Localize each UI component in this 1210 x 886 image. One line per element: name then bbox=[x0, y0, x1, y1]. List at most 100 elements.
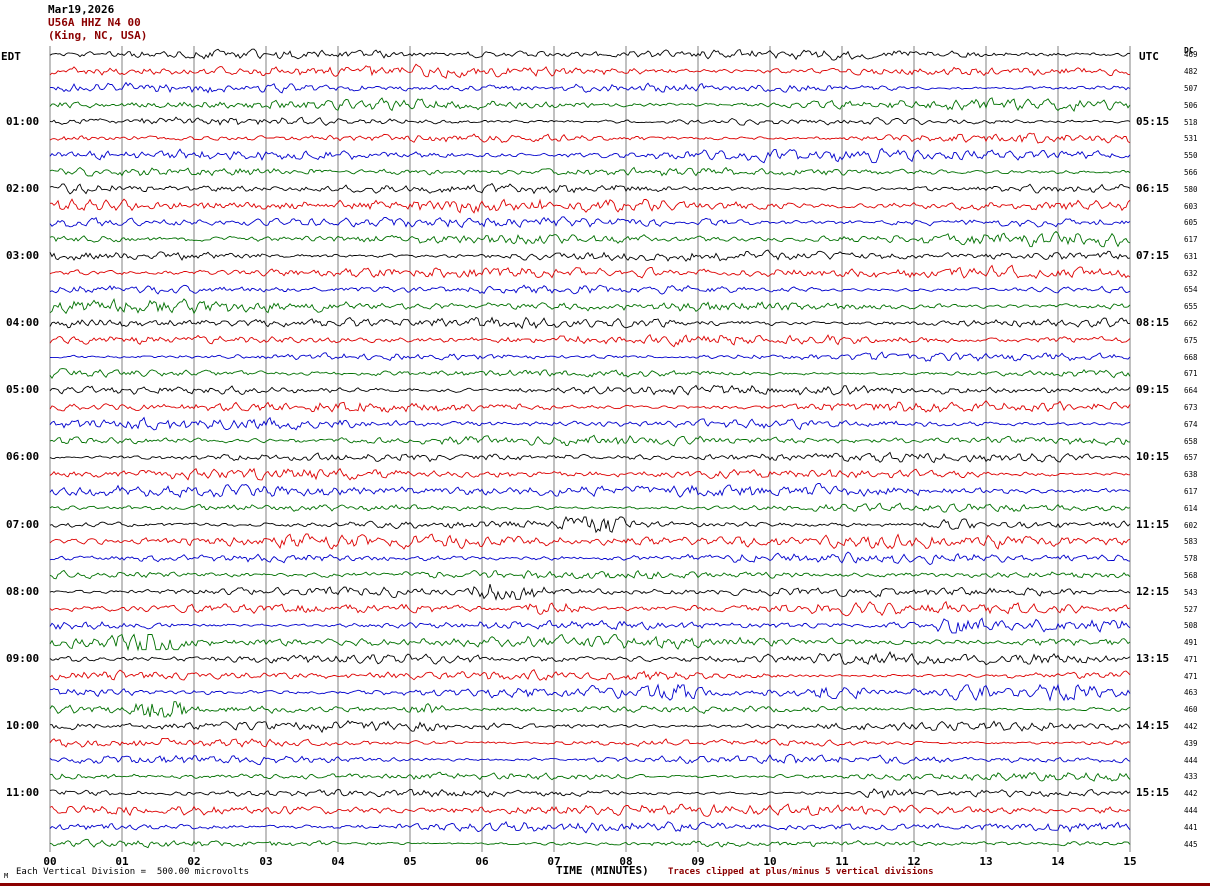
seismo-trace-row-39 bbox=[49, 701, 1131, 718]
minute-tick-label: 01 bbox=[115, 855, 129, 868]
dc-value: 580 bbox=[1184, 184, 1198, 194]
dc-value: 655 bbox=[1184, 302, 1198, 312]
dc-value: 657 bbox=[1184, 453, 1198, 463]
edt-hour-label: 03:00 bbox=[6, 248, 40, 262]
dc-axis-title: DC bbox=[1184, 46, 1194, 55]
dc-value: 531 bbox=[1184, 134, 1198, 144]
seismo-trace-row-43 bbox=[49, 771, 1131, 782]
utc-hour-label: 12:15 bbox=[1136, 584, 1170, 598]
utc-hour-label: 07:15 bbox=[1136, 248, 1170, 262]
minute-tick-label: 06 bbox=[475, 855, 489, 868]
utc-hour-label: 05:15 bbox=[1136, 114, 1170, 128]
seismo-trace-row-34 bbox=[49, 617, 1131, 634]
dc-value: 441 bbox=[1184, 822, 1198, 832]
dc-value: 550 bbox=[1184, 151, 1198, 161]
minute-tick-label: 15 bbox=[1123, 855, 1137, 868]
seismo-trace-row-35 bbox=[49, 633, 1131, 652]
dc-value: 506 bbox=[1184, 100, 1198, 110]
minute-tick-label: 00 bbox=[43, 855, 57, 868]
seismo-trace-row-30 bbox=[49, 551, 1131, 566]
seismo-trace-row-3 bbox=[49, 97, 1131, 112]
seismo-trace-row-41 bbox=[49, 737, 1131, 748]
dc-value: 566 bbox=[1184, 167, 1198, 177]
scale-note: Each Vertical Division = 500.00 microvol… bbox=[16, 867, 249, 877]
corner-mark: M bbox=[4, 872, 9, 880]
seismo-trace-row-13 bbox=[49, 264, 1131, 279]
seismo-trace-row-38 bbox=[49, 683, 1131, 702]
dc-value: 654 bbox=[1184, 285, 1198, 295]
seismo-trace-row-15 bbox=[49, 297, 1131, 315]
seismo-trace-row-42 bbox=[49, 753, 1131, 766]
minute-tick-label: 09 bbox=[691, 855, 705, 868]
seismo-trace-row-12 bbox=[49, 249, 1131, 262]
minute-tick-label: 02 bbox=[187, 855, 201, 868]
dc-value: 605 bbox=[1184, 218, 1198, 228]
dc-value: 471 bbox=[1184, 654, 1198, 664]
seismo-trace-row-26 bbox=[49, 482, 1131, 499]
seismo-trace-row-25 bbox=[49, 467, 1131, 481]
seismo-trace-row-46 bbox=[49, 821, 1131, 834]
dc-value: 518 bbox=[1184, 117, 1198, 127]
dc-value: 632 bbox=[1184, 268, 1198, 278]
utc-hour-label: 09:15 bbox=[1136, 383, 1170, 397]
seismo-trace-row-40 bbox=[49, 720, 1131, 734]
seismo-trace-row-27 bbox=[49, 502, 1131, 513]
edt-hour-label: 02:00 bbox=[6, 181, 40, 195]
seismo-trace-row-37 bbox=[49, 669, 1131, 681]
title-location: (King, NC, USA) bbox=[48, 29, 148, 42]
edt-hour-label: 04:00 bbox=[6, 316, 40, 330]
utc-hour-label: 08:15 bbox=[1136, 316, 1170, 330]
dc-value: 583 bbox=[1184, 537, 1198, 547]
seismo-trace-row-1 bbox=[49, 63, 1131, 79]
dc-value: 463 bbox=[1184, 688, 1198, 698]
dc-value: 460 bbox=[1184, 705, 1198, 715]
seismo-trace-row-7 bbox=[49, 166, 1131, 177]
dc-value: 568 bbox=[1184, 570, 1198, 580]
utc-hour-label: 10:15 bbox=[1136, 450, 1170, 464]
dc-value: 603 bbox=[1184, 201, 1198, 211]
dc-value: 673 bbox=[1184, 403, 1198, 413]
seismo-trace-row-10 bbox=[49, 216, 1131, 229]
seismo-trace-row-21 bbox=[49, 400, 1131, 413]
title-station: U56A HHZ N4 00 bbox=[48, 16, 141, 29]
dc-value: 675 bbox=[1184, 335, 1198, 345]
edt-hour-label: 11:00 bbox=[6, 786, 40, 800]
x-axis-label: TIME (MINUTES) bbox=[556, 864, 649, 877]
seismo-trace-row-18 bbox=[49, 351, 1131, 362]
dc-value: 671 bbox=[1184, 369, 1198, 379]
dc-value: 439 bbox=[1184, 738, 1198, 748]
clip-note: Traces clipped at plus/minus 5 vertical … bbox=[668, 867, 934, 877]
dc-value: 444 bbox=[1184, 755, 1198, 765]
minute-tick-label: 10 bbox=[763, 855, 777, 868]
seismo-trace-row-14 bbox=[49, 284, 1131, 295]
edt-hour-label: 08:00 bbox=[6, 584, 40, 598]
minute-tick-label: 05 bbox=[403, 855, 417, 868]
dc-value: 469 bbox=[1184, 50, 1198, 60]
utc-hour-label: 14:15 bbox=[1136, 719, 1170, 733]
seismo-trace-row-0 bbox=[49, 48, 1131, 61]
dc-value: 578 bbox=[1184, 554, 1198, 564]
dc-value: 664 bbox=[1184, 386, 1198, 396]
seismo-trace-row-20 bbox=[49, 384, 1131, 396]
minute-tick-label: 07 bbox=[547, 855, 561, 868]
dc-value: 471 bbox=[1184, 671, 1198, 681]
edt-hour-label: 06:00 bbox=[6, 450, 40, 464]
minute-tick-label: 04 bbox=[331, 855, 345, 868]
seismo-trace-row-9 bbox=[49, 198, 1131, 214]
seismo-trace-row-28 bbox=[49, 515, 1131, 534]
seismo-trace-row-47 bbox=[49, 838, 1131, 849]
dc-value: 527 bbox=[1184, 604, 1198, 614]
dc-value: 543 bbox=[1184, 587, 1198, 597]
title-date: Mar19,2026 bbox=[48, 3, 115, 16]
minute-tick-label: 13 bbox=[979, 855, 993, 868]
seismo-trace-row-11 bbox=[49, 230, 1131, 248]
seismo-trace-row-4 bbox=[49, 116, 1131, 126]
seismo-trace-row-36 bbox=[49, 651, 1131, 666]
minute-tick-label: 08 bbox=[619, 855, 633, 868]
seismo-trace-row-19 bbox=[49, 368, 1131, 380]
seismo-trace-row-6 bbox=[49, 147, 1131, 164]
dc-value: 444 bbox=[1184, 806, 1198, 816]
dc-value: 602 bbox=[1184, 520, 1198, 530]
minute-tick-label: 03 bbox=[259, 855, 273, 868]
